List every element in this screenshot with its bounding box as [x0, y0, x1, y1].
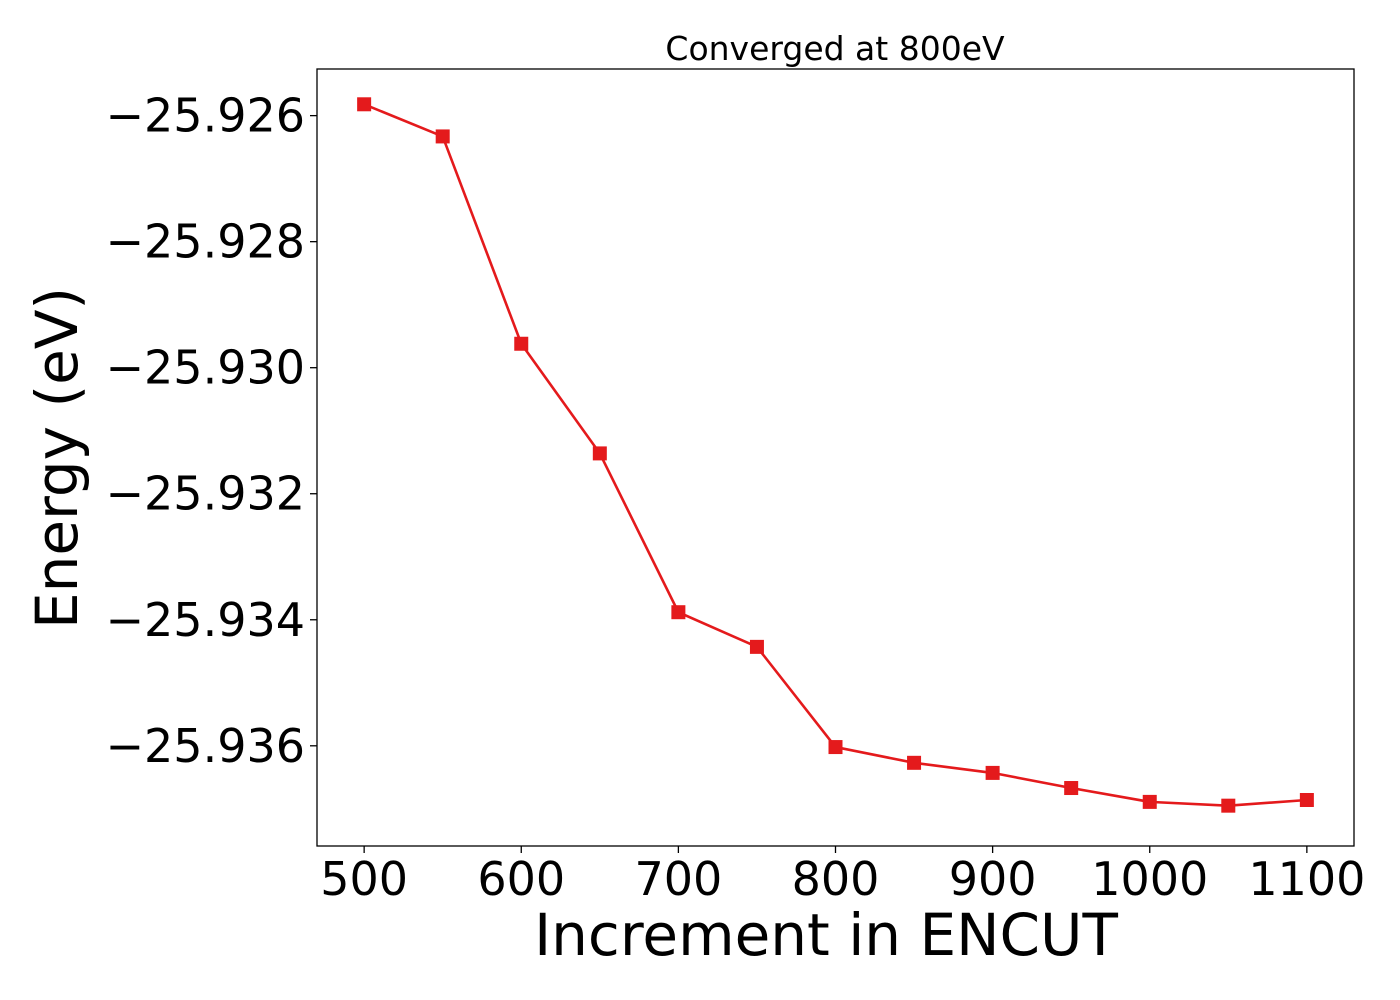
data-point-marker: [1299, 792, 1314, 807]
x-axis-ticks: 500 600 700 800 900 1000 1100: [320, 846, 1365, 906]
series-line: [363, 103, 1307, 807]
data-point-marker: [435, 129, 450, 144]
data-point-marker: [1142, 794, 1157, 809]
x-axis-label: Increment in ENCUT: [534, 901, 1118, 969]
x-tick-label: 1000: [1091, 852, 1208, 906]
x-tick-label: 800: [792, 852, 880, 906]
y-tick-label: −25.928: [106, 215, 306, 269]
plot-area-frame: [316, 68, 1355, 847]
y-tick-label: −25.932: [106, 467, 306, 521]
data-point-marker: [592, 446, 607, 461]
x-tick-label: 500: [320, 852, 408, 906]
series-layer: [357, 97, 1314, 813]
y-tick-label: −25.930: [106, 341, 306, 395]
chart-title: Converged at 800eV: [665, 29, 1005, 68]
data-point-marker: [828, 740, 843, 755]
data-point-marker: [985, 765, 1000, 780]
data-point-marker: [1064, 781, 1079, 796]
y-tick-label: −25.926: [106, 89, 306, 143]
y-axis-label: Energy (eV): [23, 287, 91, 629]
x-tick-label: 700: [634, 852, 722, 906]
data-point-marker: [514, 336, 529, 351]
data-point-marker: [1221, 798, 1236, 813]
y-axis-ticks: −25.926 −25.928 −25.930 −25.932 −25.934 −25.9…: [106, 89, 317, 773]
y-tick-label: −25.936: [106, 719, 306, 773]
x-tick-label: 600: [477, 852, 565, 906]
data-point-marker: [749, 639, 764, 654]
data-point-marker: [357, 97, 372, 112]
x-tick-label: 900: [949, 852, 1037, 906]
y-tick-label: −25.934: [106, 593, 306, 647]
data-point-marker: [671, 605, 686, 620]
data-point-marker: [907, 755, 922, 770]
x-tick-label: 1100: [1248, 852, 1365, 906]
